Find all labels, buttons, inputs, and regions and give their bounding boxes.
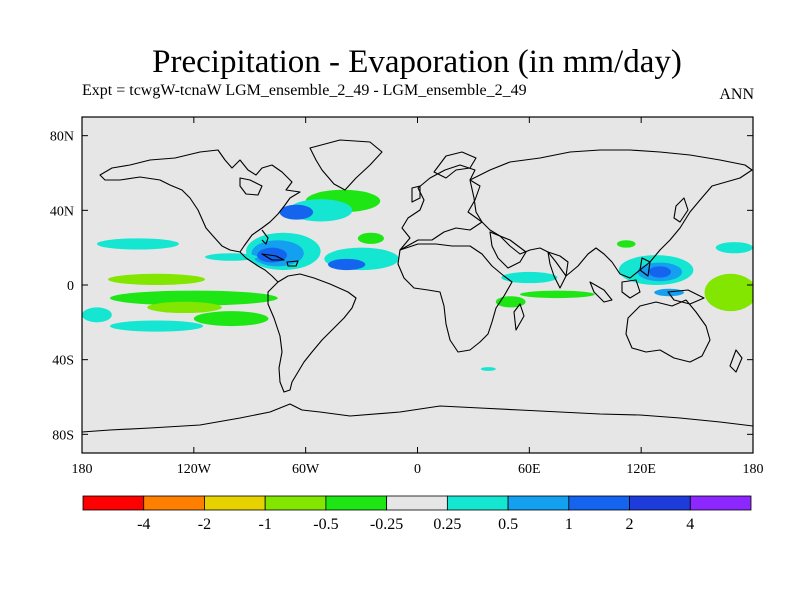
chart-title: Precipitation - Evaporation (in mm/day) xyxy=(152,44,682,80)
coast-asia xyxy=(469,149,753,279)
colorbar-label-4: -0.25 xyxy=(370,516,403,533)
field-region-south-pacific-cyan xyxy=(109,320,204,332)
axis-layer: 80N 40N 0 40S 80S 180 120W 60W 0 60E 120E 180 xyxy=(50,117,764,477)
field-layer xyxy=(82,189,753,371)
colorbar-swatch-8 xyxy=(568,495,630,511)
field-region-china-green xyxy=(616,240,636,248)
coast-new-guinea xyxy=(667,289,705,305)
colorbar-label-5: 0.25 xyxy=(433,516,461,533)
field-region-southeast-pacific-green xyxy=(193,311,269,327)
lat-label-0: 80N xyxy=(50,130,74,145)
coast-australia xyxy=(625,299,711,363)
colorbar-label-6: 0.5 xyxy=(498,516,518,533)
field-region-south-pacific-lightgreen xyxy=(147,301,222,313)
field-region-indian-ocean-green xyxy=(520,290,595,299)
colorbar-swatch-6 xyxy=(446,495,509,511)
coast-madagascar xyxy=(513,303,525,331)
colorbar-label-0: -4 xyxy=(137,516,150,533)
field-region-west-pacific-blue xyxy=(648,266,671,278)
field-region-gulf-stream-blue xyxy=(279,204,314,220)
lon-label-0: 180 xyxy=(72,462,93,477)
field-region-north-pacific-cyan xyxy=(715,242,753,254)
field-region-northeast-pacific-cyan xyxy=(96,238,179,250)
lat-label-3: 40S xyxy=(52,354,74,369)
coast-japan xyxy=(673,197,689,223)
field-region-south-indian-green xyxy=(495,296,526,308)
field-region-southwest-pacific-green xyxy=(704,273,753,312)
coast-florida xyxy=(261,229,269,245)
coast-hudson-bay xyxy=(239,177,263,196)
colorbar-swatch-5 xyxy=(386,495,448,511)
field-region-tropical-atlantic-blue xyxy=(328,258,366,271)
lat-label-1: 40N xyxy=(50,204,74,219)
lon-label-5: 120E xyxy=(626,462,656,477)
colorbar-label-8: 2 xyxy=(626,516,634,533)
coast-cuba xyxy=(261,253,285,261)
coast-borneo xyxy=(621,279,641,299)
field-region-midatlantic-green xyxy=(357,232,384,244)
lon-label-3: 0 xyxy=(414,462,421,477)
colorbar-swatch-0 xyxy=(82,495,145,511)
coast-arabia xyxy=(489,231,527,269)
coast-antarctica xyxy=(82,403,753,433)
coast-europe xyxy=(399,164,483,251)
colorbar-swatch-9 xyxy=(629,495,691,511)
field-region-equatorial-pacific-green xyxy=(108,273,206,285)
colorbar-swatch-1 xyxy=(143,495,205,511)
coast-sumatra xyxy=(589,281,613,303)
season-label: ANN xyxy=(719,86,754,103)
field-region-indian-ocean-cyan xyxy=(501,271,558,284)
lat-label-4: 80S xyxy=(52,428,74,443)
coast-uk xyxy=(411,185,421,203)
lon-label-2: 60W xyxy=(292,462,320,477)
colorbar-label-9: 4 xyxy=(686,516,694,533)
experiment-subtitle: Expt = tcwgW-tcnaW LGM_ensemble_2_49 - L… xyxy=(82,82,527,99)
colorbar-label-2: -1 xyxy=(259,516,272,533)
coast-north-america xyxy=(99,149,301,253)
coast-central-america xyxy=(239,251,279,283)
colorbar-swatch-2 xyxy=(204,495,266,511)
coast-greenland xyxy=(309,139,383,191)
lon-label-6: 180 xyxy=(743,462,764,477)
field-region-east-pacific-cyan xyxy=(205,253,258,261)
coast-new-zealand xyxy=(729,349,743,373)
colorbar: -4 -2 -1 -0.5 -0.25 0.25 0.5 1 2 4 xyxy=(82,495,752,533)
colorbar-swatch-10 xyxy=(689,495,752,511)
coast-africa xyxy=(397,243,513,353)
colorbar-label-3: -0.5 xyxy=(313,516,338,533)
field-region-southern-ocean-cyan xyxy=(480,367,496,371)
coastline-layer xyxy=(82,139,753,433)
colorbar-swatch-4 xyxy=(325,495,388,511)
coast-hispaniola xyxy=(286,260,299,267)
field-region-dateline-south-cyan xyxy=(82,307,112,323)
colorbar-label-1: -2 xyxy=(198,516,211,533)
colorbar-label-7: 1 xyxy=(565,516,573,533)
coast-scandinavia xyxy=(433,151,477,179)
lat-label-2: 0 xyxy=(67,279,74,294)
field-region-south-pacific-green xyxy=(109,290,278,306)
colorbar-swatch-3 xyxy=(264,495,327,511)
lon-label-1: 120W xyxy=(177,462,212,477)
coast-philippines xyxy=(639,257,651,277)
lon-label-4: 60E xyxy=(518,462,541,477)
colorbar-swatch-7 xyxy=(507,495,570,511)
coast-south-america xyxy=(267,273,357,393)
field-region-maritime-continent-blue xyxy=(654,288,685,297)
coast-india xyxy=(547,251,569,289)
map-background xyxy=(82,117,753,453)
